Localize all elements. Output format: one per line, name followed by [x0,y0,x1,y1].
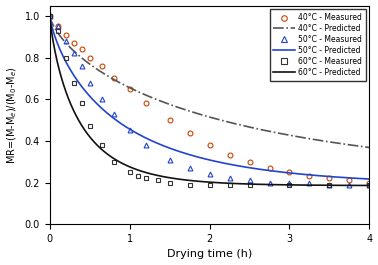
X-axis label: Drying time (h): Drying time (h) [167,249,252,259]
Legend: 40°C - Measured, 40°C - Predicted, 50°C - Measured, 50°C - Predicted, 60°C - Mea: 40°C - Measured, 40°C - Predicted, 50°C … [270,9,366,81]
Y-axis label: MR=(M-M$_e$)/(M$_0$-M$_e$): MR=(M-M$_e$)/(M$_0$-M$_e$) [6,66,19,164]
